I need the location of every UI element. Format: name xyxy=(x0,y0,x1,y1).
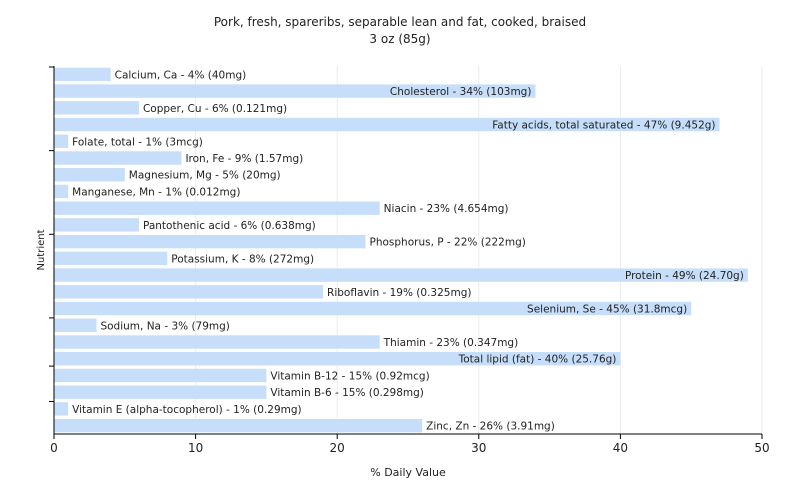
bar-label: Pantothenic acid - 6% (0.638mg) xyxy=(143,220,316,232)
bar-label: Manganese, Mn - 1% (0.012mg) xyxy=(72,186,240,198)
bar xyxy=(54,285,324,299)
bar-label: Fatty acids, total saturated - 47% (9.45… xyxy=(492,120,715,132)
bar-label: Riboflavin - 19% (0.325mg) xyxy=(327,287,471,299)
bar xyxy=(54,117,720,132)
x-axis-title: % Daily Value xyxy=(370,466,446,479)
bar xyxy=(54,301,692,316)
bar xyxy=(54,151,182,165)
bar xyxy=(54,352,621,366)
bar-label: Cholesterol - 34% (103mg) xyxy=(390,86,532,98)
bar-label: Selenium, Se - 45% (31.8mcg) xyxy=(527,304,687,316)
bar-label: Copper, Cu - 6% (0.121mg) xyxy=(143,103,287,115)
bar xyxy=(54,251,168,266)
bar xyxy=(54,218,139,232)
bar-label: Zinc, Zn - 26% (3.91mg) xyxy=(426,421,555,433)
bar xyxy=(54,318,97,332)
bar-label: Calcium, Ca - 4% (40mg) xyxy=(115,69,247,81)
bar-label: Vitamin B-12 - 15% (0.92mcg) xyxy=(270,370,429,382)
bar-label: Thiamin - 23% (0.347mg) xyxy=(383,337,519,349)
bar xyxy=(54,134,69,148)
bar xyxy=(54,402,69,416)
bar-label: Folate, total - 1% (3mcg) xyxy=(72,136,203,148)
x-tick-label: 10 xyxy=(188,441,203,455)
x-tick-label: 50 xyxy=(754,441,769,455)
bar-label: Protein - 49% (24.70g) xyxy=(625,270,744,282)
chart-title: Pork, fresh, spareribs, separable lean a… xyxy=(213,15,587,29)
bar-label: Vitamin B-6 - 15% (0.298mg) xyxy=(270,387,424,399)
bar-label: Iron, Fe - 9% (1.57mg) xyxy=(185,153,303,165)
bar xyxy=(54,67,111,82)
bar-label: Phosphorus, P - 22% (222mg) xyxy=(370,237,526,249)
bar-label: Sodium, Na - 3% (79mg) xyxy=(100,320,229,332)
y-axis-title: Nutrient xyxy=(36,229,47,270)
x-tick-label: 40 xyxy=(613,441,628,455)
x-tick-label: 30 xyxy=(471,441,486,455)
bar xyxy=(54,234,366,249)
x-tick-label: 0 xyxy=(50,441,58,455)
bar xyxy=(54,418,423,433)
x-tick-label: 20 xyxy=(330,441,345,455)
bar xyxy=(54,201,380,215)
bar xyxy=(54,184,69,199)
bar xyxy=(54,84,536,98)
bar xyxy=(54,168,125,182)
bar-label: Potassium, K - 8% (272mg) xyxy=(171,253,314,265)
bar xyxy=(54,335,380,349)
bar xyxy=(54,385,267,399)
bar-label: Magnesium, Mg - 5% (20mg) xyxy=(129,170,281,182)
bar xyxy=(54,368,267,383)
chart-subtitle: 3 oz (85g) xyxy=(369,32,431,46)
bar xyxy=(54,268,748,282)
bar-label: Vitamin E (alpha-tocopherol) - 1% (0.29m… xyxy=(72,404,302,416)
bar-label: Niacin - 23% (4.654mg) xyxy=(384,203,509,215)
bar-label: Total lipid (fat) - 40% (25.76g) xyxy=(458,354,617,366)
bar xyxy=(54,101,139,115)
